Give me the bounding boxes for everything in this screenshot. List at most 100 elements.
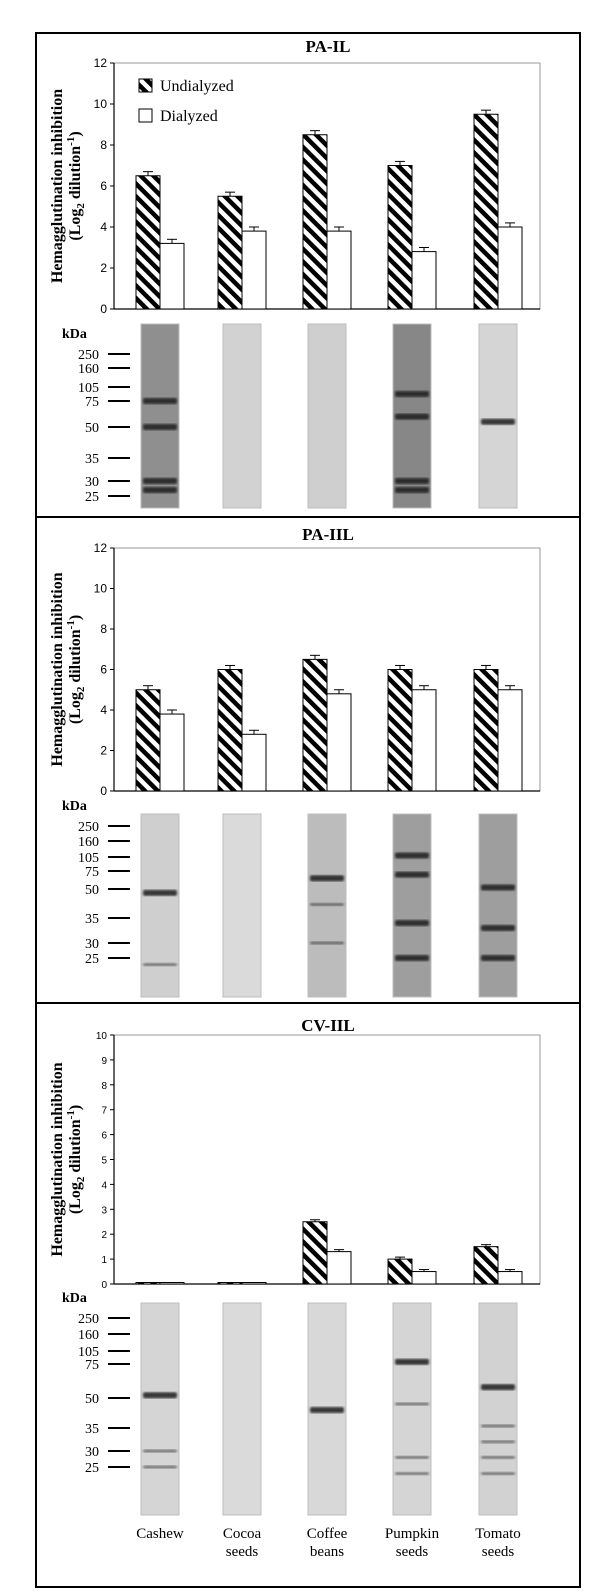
category-labels: Cashew Cocoa seeds Coffee beans Pumpkin … [0,1525,600,1585]
kda-marker-label: 35 [85,912,99,927]
bar-dialyzed [497,1271,523,1285]
blot-band [143,478,177,484]
blot-band [143,398,177,404]
y-axis-label-line2: (Log2 dilution-1) [65,615,87,724]
legend-label-dialyzed: Dialyzed [160,108,218,125]
y-tick-label: 2 [100,744,107,758]
kda-marker-label: 105 [78,1345,99,1360]
blot-band [143,889,177,896]
y-tick-label: 1 [101,1255,107,1266]
legend-swatch-dialyzed [138,108,153,123]
bar-dialyzed [497,226,523,310]
kda-marker-label: 160 [78,362,99,377]
bar-undialyzed [217,195,243,310]
bar-undialyzed [473,1246,499,1285]
blot-band [481,418,515,425]
blot-band [481,1384,515,1391]
y-axis-label-line2: (Log2 dilution-1) [65,1105,87,1214]
blot-band [310,941,344,945]
bar-dialyzed [159,242,185,310]
y-axis-label-part: ) [67,1105,84,1110]
blot-band [143,424,177,430]
blot-band [481,1455,515,1459]
y-axis-label-part: 2 [75,203,87,209]
blot-band [310,902,344,906]
y-axis-label-part: 2 [75,1176,87,1182]
bar-dialyzed [326,230,352,310]
blot-lane [140,813,180,998]
y-tick-label: 7 [101,1106,107,1117]
bar-dialyzed [159,1282,185,1285]
bar-dialyzed [326,693,352,792]
bar-undialyzed [387,1258,413,1285]
kda-marker-label: 250 [78,1312,99,1327]
y-tick-label: 3 [101,1205,107,1216]
kda-marker-label: 30 [85,1445,99,1460]
y-axis-label-part: (Log [67,209,84,241]
category-label-cashew: Cashew [136,1526,184,1542]
blot-lane [222,1302,262,1516]
blot-band [481,955,515,961]
y-tick-label: 4 [100,703,107,717]
kda-marker-label: 75 [85,865,99,880]
y-tick-label: 10 [96,1031,108,1042]
bar-dialyzed [159,713,185,792]
kda-marker-label: 50 [85,421,99,436]
y-tick-label: 8 [100,138,107,152]
bar-dialyzed [241,733,267,792]
kda-label: kDa [62,1291,87,1306]
chart-title: PA-IIL [302,525,354,544]
y-tick-label: 0 [100,784,107,798]
bar-undialyzed [302,658,328,792]
y-tick-label: 10 [94,97,108,111]
bar-undialyzed [473,669,499,792]
blot-lane [222,813,262,998]
y-tick-label: 9 [101,1056,107,1067]
blot-band [310,1407,344,1413]
blot-band [481,1472,515,1476]
blot-band [395,955,429,961]
y-axis-label-line1: Hemagglutination inhibition [49,572,66,766]
blot-lane [392,1302,432,1516]
blot-band [143,1449,177,1453]
kda-marker-label: 50 [85,883,99,898]
y-tick-label: 12 [94,56,108,70]
kda-label: kDa [62,799,87,814]
bar-undialyzed [217,1282,243,1285]
bar-undialyzed [302,1221,328,1285]
y-axis-label-part: ) [67,131,84,136]
category-label-pumpkin-seeds: Pumpkin seeds [384,1526,440,1560]
kda-marker-label: 105 [78,381,99,396]
y-tick-label: 12 [94,541,108,555]
kda-marker-label: 25 [85,1461,99,1476]
blot-lane [307,323,347,509]
bar-dialyzed [241,1282,267,1285]
blot-band [395,920,429,926]
kda-label: kDa [62,327,87,342]
y-axis-label-part: ) [67,615,84,620]
blot-band [143,1465,177,1469]
bar-dialyzed [241,230,267,310]
bar-undialyzed [387,669,413,792]
blot-lane [478,813,518,998]
bar-dialyzed [411,251,437,310]
kda-marker-label: 25 [85,952,99,967]
kda-marker-label: 160 [78,1328,99,1343]
blot-band [310,875,344,882]
y-axis-label-part: -1 [65,620,77,629]
panel-frame [35,1002,581,1588]
bar-undialyzed [135,1282,161,1285]
y-axis-label-line1: Hemagglutination inhibition [49,89,66,283]
y-tick-label: 2 [101,1230,107,1241]
y-tick-label: 4 [100,220,107,234]
y-tick-label: 5 [101,1156,107,1167]
blot-lane [140,1302,180,1516]
chart-panel: CV-IIL 0 1 2 3 4 5 6 7 8 9 10 Hemagglutination inhib… [49,1016,541,1516]
kda-marker-label: 250 [78,820,99,835]
kda-marker-label: 35 [85,1422,99,1437]
kda-marker-label: 50 [85,1392,99,1407]
blot-band [395,1455,429,1459]
category-label-cocoa-seeds: Cocoa seeds [222,1526,262,1560]
